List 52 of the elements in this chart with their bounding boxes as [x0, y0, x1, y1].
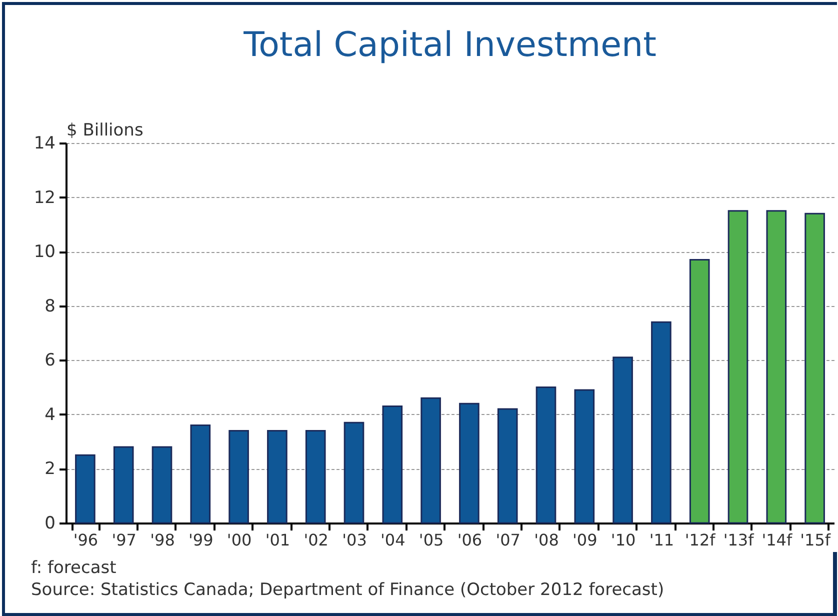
x-tick-label: '00 — [226, 530, 252, 550]
bar — [113, 446, 134, 524]
bar — [75, 454, 96, 524]
bar — [228, 430, 249, 524]
x-tick-label: '12f — [684, 530, 716, 550]
x-tick-label: '04 — [380, 530, 406, 550]
bar — [612, 356, 633, 524]
x-tick-label: '13f — [723, 530, 754, 550]
x-tick-label: '14f — [762, 530, 792, 550]
x-tick-label: '98 — [150, 530, 175, 550]
x-tick-label: '07 — [496, 530, 520, 550]
bar — [536, 386, 556, 524]
bar — [152, 446, 172, 524]
source-note: Source: Statistics Canada; Department of Finance (October 2012 forecast) — [31, 579, 664, 601]
text: f: forecast — [31, 557, 118, 579]
bar — [766, 210, 787, 524]
bar — [190, 424, 211, 524]
y-tick-label: 4 — [44, 404, 56, 425]
y-tick-label: 12 — [34, 188, 56, 208]
bar — [497, 408, 518, 524]
chart-title: Total Capital Investment — [242, 25, 656, 65]
x-tick-label: '02 — [304, 530, 328, 550]
bar — [459, 402, 480, 524]
bar — [689, 258, 710, 524]
x-tick-label: '99 — [188, 530, 214, 550]
x-tick-label: '09 — [572, 530, 598, 550]
bar — [651, 321, 672, 524]
y-tick-label: 10 — [34, 242, 56, 262]
bar — [804, 212, 825, 524]
bar — [728, 210, 748, 524]
bar — [344, 422, 364, 524]
x-tick-label: '10 — [610, 530, 636, 550]
y-tick-label: 0 — [44, 514, 56, 534]
x-tick-label: '15f — [800, 530, 831, 550]
y-axis-title: $ Billions — [66, 120, 144, 140]
x-tick-label: '05 — [418, 530, 444, 550]
y-tick-label: 6 — [44, 350, 56, 371]
y-tick-label: 14 — [34, 134, 56, 154]
y-tick-label: 8 — [44, 296, 56, 316]
bar — [574, 389, 595, 524]
bar — [267, 430, 288, 524]
x-tick-label: '11 — [649, 530, 674, 550]
bar — [305, 430, 326, 524]
bar — [382, 406, 403, 524]
x-tick-label: '03 — [342, 530, 367, 550]
x-tick-label: '06 — [457, 530, 482, 550]
x-tick-label: '01 — [265, 530, 290, 550]
x-tick-label: '08 — [534, 530, 559, 550]
x-tick-label: '96 — [73, 530, 98, 550]
x-tick-label: '97 — [112, 530, 136, 550]
y-tick-label: 2 — [44, 459, 56, 480]
bar — [420, 397, 441, 524]
